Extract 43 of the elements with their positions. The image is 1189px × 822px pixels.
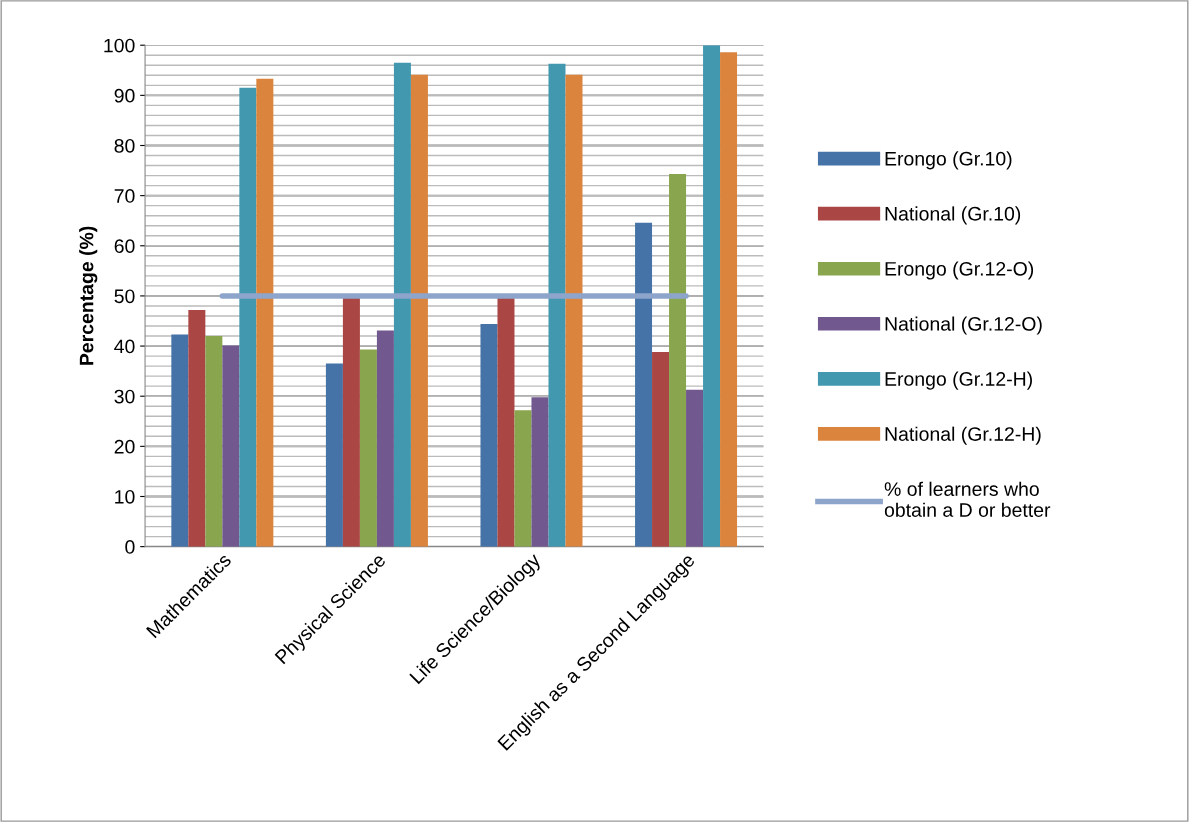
bar [635,222,653,547]
y-tick-label: 50 [114,289,135,304]
bar [548,63,566,547]
bar [342,297,360,547]
bar [720,52,738,547]
y-tick-label: 40 [114,339,135,354]
y-tick-label: 60 [114,239,135,254]
bar [205,336,223,547]
bar [239,87,257,547]
bar [359,349,377,547]
legend-label: Erongo (Gr.10) [885,151,1012,170]
bar [256,78,274,547]
legend-label: National (Gr.10) [885,206,1021,225]
legend-label: National (Gr.12-O) [885,316,1042,335]
bar [669,174,687,547]
y-tick-label: 90 [114,88,135,103]
bar [531,397,549,547]
bar [652,352,670,547]
bar [703,45,721,547]
y-tick-label: 10 [115,489,135,504]
y-tick-label: 20 [114,439,135,454]
bar [171,334,189,547]
y-tick-label: 100 [104,38,135,53]
legend-label: % of learners who obtain a D or better [884,481,1051,517]
y-tick-label: 30 [114,389,135,404]
bar [410,74,428,547]
bar [393,62,411,547]
bar [222,345,240,547]
bar [497,297,515,547]
bar [686,389,704,547]
bar [376,330,394,547]
legend-label: Erongo (Gr.12-H) [885,371,1032,390]
bar [325,363,343,547]
y-tick-label: 0 [125,540,135,554]
y-tick-label: 70 [114,189,135,203]
bar [514,410,532,547]
y-axis-title: Percentage (%) [79,226,98,365]
y-tick-label: 80 [114,138,135,153]
bar [188,309,206,547]
bar [565,74,583,547]
bar [480,324,498,547]
legend-label: Erongo (Gr.12-O) [885,261,1034,280]
legend-label: National (Gr.12-H) [885,426,1041,445]
